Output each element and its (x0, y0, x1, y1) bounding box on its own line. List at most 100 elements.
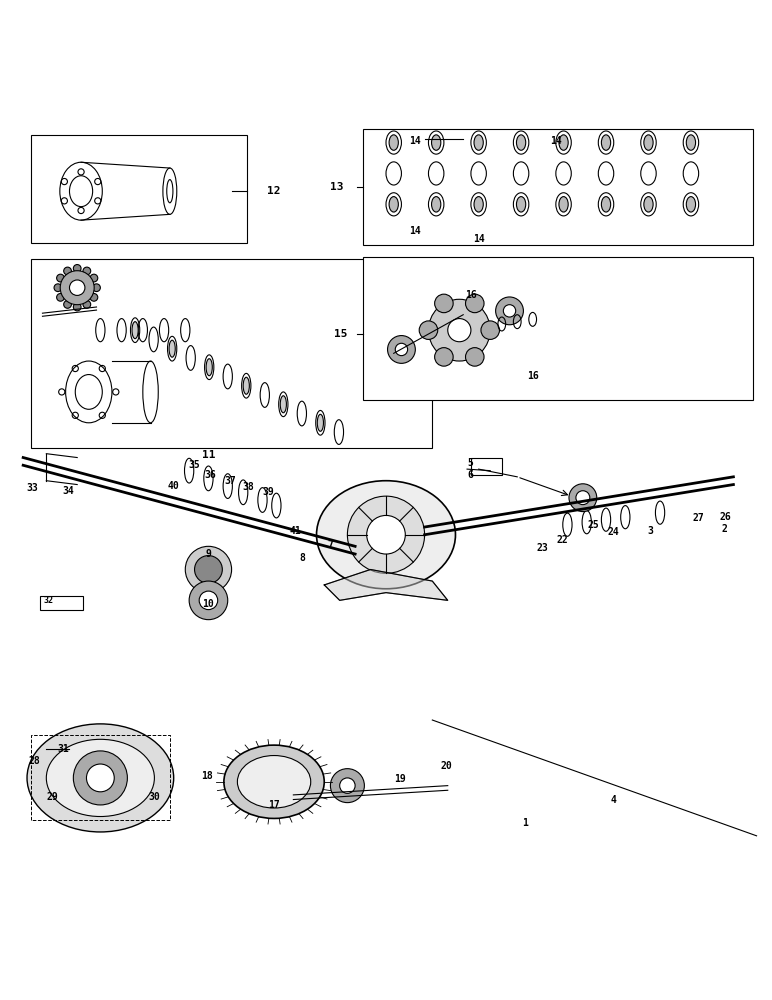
Ellipse shape (516, 135, 526, 150)
Ellipse shape (206, 359, 212, 376)
Ellipse shape (317, 414, 323, 431)
Ellipse shape (601, 135, 611, 150)
Text: 25: 25 (587, 520, 599, 530)
Text: 35: 35 (188, 460, 201, 470)
Circle shape (189, 581, 228, 620)
Text: 34: 34 (62, 486, 74, 496)
Text: 6: 6 (467, 470, 473, 480)
Circle shape (56, 293, 64, 301)
Ellipse shape (389, 197, 398, 212)
Text: 37: 37 (224, 476, 236, 486)
Text: 36: 36 (204, 470, 216, 480)
Circle shape (73, 303, 81, 311)
Circle shape (54, 284, 62, 292)
Circle shape (448, 319, 471, 342)
Text: 30: 30 (148, 792, 161, 802)
Text: 3: 3 (647, 526, 653, 536)
Circle shape (503, 305, 516, 317)
Ellipse shape (224, 745, 324, 818)
Text: 15: 15 (334, 329, 347, 339)
Circle shape (340, 778, 355, 793)
Text: 13: 13 (330, 182, 344, 192)
Ellipse shape (169, 340, 175, 357)
Ellipse shape (559, 197, 568, 212)
Circle shape (199, 591, 218, 610)
Circle shape (428, 299, 490, 361)
Circle shape (481, 321, 499, 339)
Circle shape (63, 301, 71, 308)
Text: 41: 41 (290, 526, 302, 536)
Text: 33: 33 (26, 483, 39, 493)
Circle shape (63, 267, 71, 275)
Bar (40, 596, 83, 610)
Circle shape (330, 769, 364, 803)
Text: 20: 20 (440, 761, 452, 771)
Circle shape (576, 491, 590, 505)
Text: 22: 22 (556, 535, 568, 545)
Text: 40: 40 (168, 481, 180, 491)
Ellipse shape (686, 197, 696, 212)
Text: 17: 17 (268, 800, 280, 810)
Text: 9: 9 (205, 549, 212, 559)
Ellipse shape (46, 739, 154, 817)
Ellipse shape (686, 135, 696, 150)
Circle shape (466, 348, 484, 366)
Circle shape (69, 280, 85, 295)
Text: 16: 16 (465, 290, 477, 300)
Ellipse shape (474, 135, 483, 150)
Text: 29: 29 (46, 792, 59, 802)
Text: 39: 39 (262, 487, 275, 497)
Ellipse shape (27, 724, 174, 832)
Text: 26: 26 (720, 512, 732, 522)
Text: 14: 14 (408, 136, 421, 146)
Ellipse shape (559, 135, 568, 150)
Circle shape (86, 764, 114, 792)
Circle shape (73, 265, 81, 272)
Ellipse shape (474, 197, 483, 212)
Text: 10: 10 (202, 599, 215, 609)
Circle shape (73, 751, 127, 805)
Circle shape (466, 294, 484, 313)
Text: 23: 23 (536, 543, 548, 553)
Bar (363, 257, 753, 400)
Text: 1: 1 (522, 818, 528, 828)
Ellipse shape (432, 197, 441, 212)
Text: 12: 12 (267, 186, 281, 196)
Circle shape (347, 496, 425, 573)
Text: 19: 19 (394, 774, 406, 784)
Text: 27: 27 (692, 513, 705, 523)
Circle shape (388, 336, 415, 363)
Polygon shape (324, 569, 448, 600)
Circle shape (93, 284, 100, 292)
Text: 28: 28 (29, 756, 40, 766)
Bar (363, 129, 753, 245)
Ellipse shape (389, 135, 398, 150)
Circle shape (569, 484, 597, 512)
Bar (31, 135, 247, 243)
Circle shape (83, 267, 91, 275)
Text: 38: 38 (242, 482, 255, 492)
Bar (31, 259, 432, 448)
Ellipse shape (644, 197, 653, 212)
Text: 7: 7 (327, 540, 334, 550)
Circle shape (90, 293, 98, 301)
Text: 14: 14 (472, 234, 485, 244)
Bar (471, 458, 502, 475)
Ellipse shape (132, 322, 138, 339)
Circle shape (435, 348, 453, 366)
Ellipse shape (644, 135, 653, 150)
Circle shape (367, 515, 405, 554)
Circle shape (90, 274, 98, 282)
Circle shape (435, 294, 453, 313)
Ellipse shape (280, 396, 286, 413)
Text: 11: 11 (201, 450, 215, 460)
Text: 2: 2 (721, 524, 727, 534)
Circle shape (185, 546, 232, 593)
Circle shape (195, 556, 222, 583)
Ellipse shape (516, 197, 526, 212)
Ellipse shape (237, 756, 310, 808)
Text: 14: 14 (408, 226, 421, 236)
Circle shape (419, 321, 438, 339)
Text: 24: 24 (608, 527, 620, 537)
Ellipse shape (432, 135, 441, 150)
